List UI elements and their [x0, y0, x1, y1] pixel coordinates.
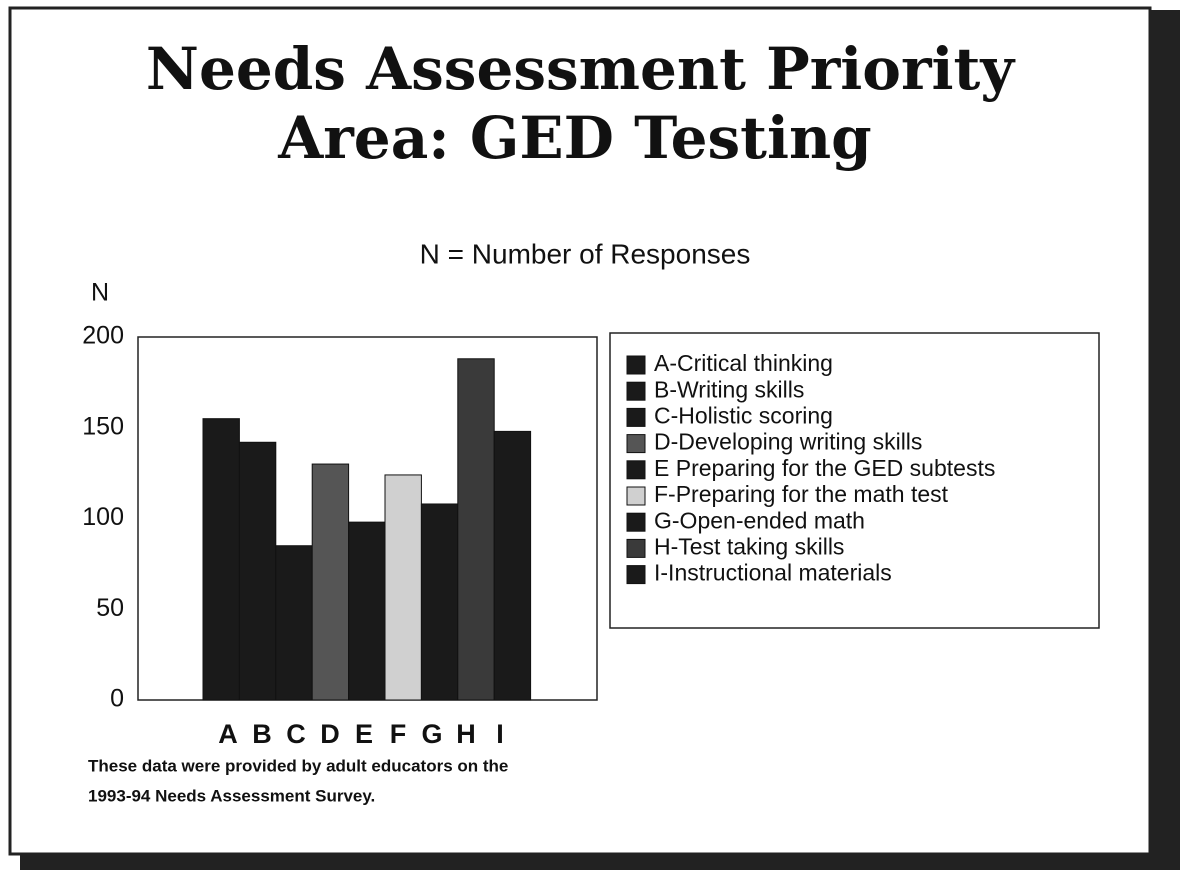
- legend-label: D-Developing writing skills: [654, 429, 922, 455]
- x-tick-label: D: [320, 719, 340, 749]
- legend-label: I-Instructional materials: [654, 560, 892, 586]
- legend-swatch: [626, 460, 646, 480]
- legend-label: A-Critical thinking: [654, 350, 833, 376]
- bar: [238, 441, 277, 701]
- x-tick-label: E: [355, 719, 373, 749]
- bar: [275, 545, 313, 701]
- bar: [493, 430, 532, 701]
- footnote: These data were provided by adult educat…: [88, 756, 508, 775]
- y-axis-label: N: [91, 279, 109, 307]
- y-tick-label: 50: [96, 594, 124, 622]
- legend-box: [609, 332, 1100, 629]
- legend-swatch: [626, 486, 646, 506]
- legend-label: F-Preparing for the math test: [654, 481, 949, 507]
- x-tick-label: B: [252, 719, 272, 749]
- legend-swatch: [626, 565, 646, 585]
- x-tick-label: C: [286, 719, 306, 749]
- x-tick-label: F: [390, 719, 407, 749]
- legend-swatch: [626, 381, 646, 401]
- legend-label: C-Holistic scoring: [654, 402, 833, 428]
- chart-subtitle: N = Number of Responses: [420, 238, 751, 269]
- bar: [202, 418, 240, 701]
- frame-shadow: [20, 854, 1180, 870]
- chart-title: Needs Assessment Priority: [146, 35, 1016, 103]
- bar: [384, 474, 422, 701]
- y-tick-label: 0: [110, 685, 124, 713]
- x-tick-label: H: [456, 719, 476, 749]
- footnote: 1993-94 Needs Assessment Survey.: [88, 786, 375, 805]
- chart-title: Area: GED Testing: [277, 104, 871, 172]
- frame-shadow: [1150, 10, 1180, 860]
- legend-label: G-Open-ended math: [654, 507, 865, 533]
- y-tick-label: 150: [82, 412, 124, 440]
- legend-swatch: [626, 538, 646, 558]
- y-tick-label: 100: [82, 503, 124, 531]
- bar: [348, 521, 386, 701]
- legend-label: E Preparing for the GED subtests: [654, 455, 995, 481]
- legend-swatch: [626, 512, 646, 532]
- x-tick-label: I: [496, 719, 504, 749]
- legend-swatch: [626, 355, 646, 375]
- bar: [457, 358, 495, 701]
- bar: [420, 503, 459, 701]
- y-tick-label: 200: [82, 322, 124, 350]
- x-tick-label: A: [218, 719, 238, 749]
- bar: [311, 463, 350, 701]
- legend-label: B-Writing skills: [654, 376, 804, 402]
- legend-swatch: [626, 407, 646, 427]
- legend-label: H-Test taking skills: [654, 533, 844, 559]
- legend-swatch: [626, 434, 646, 454]
- x-tick-label: G: [421, 719, 442, 749]
